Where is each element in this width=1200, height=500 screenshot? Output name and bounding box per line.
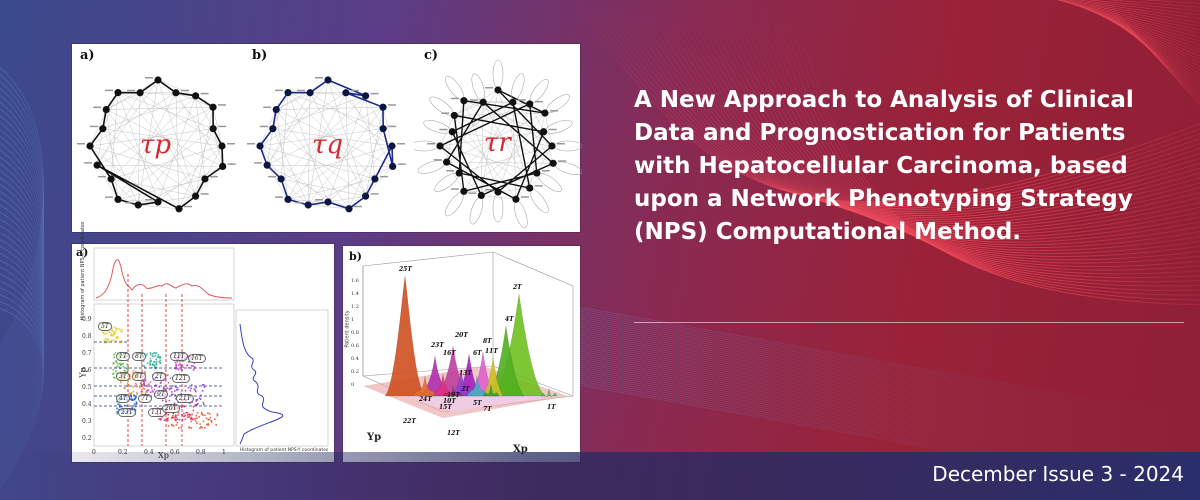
cluster-label: 6T	[132, 372, 146, 381]
peak-label: 4T	[505, 316, 514, 323]
y-axis-label: Yp	[78, 367, 88, 378]
network-graph-a	[77, 76, 236, 213]
z-tick-label: 0.2	[351, 369, 359, 375]
cluster-label: 12T	[172, 374, 190, 383]
peak-label: 11T	[485, 348, 498, 355]
cluster-label: 20T	[162, 404, 180, 413]
z-tick-label: 0	[351, 382, 354, 388]
tau-p-label: τp	[140, 130, 172, 160]
panel-label-c: c)	[424, 48, 439, 63]
banner-title: A New Approach to Analysis of Clinical D…	[634, 87, 1134, 245]
panel-label-a: a)	[80, 48, 95, 63]
density-peak	[442, 385, 464, 397]
cluster-label: 7T	[138, 394, 152, 403]
peak-label: 5T	[473, 400, 482, 407]
tau-r-label: τr	[484, 128, 511, 158]
cluster-label: 2T	[152, 372, 166, 381]
issue-bar	[0, 452, 1200, 500]
peak-label: 13T	[459, 370, 472, 377]
peak-label: 25T	[399, 266, 412, 273]
density-peak	[482, 357, 504, 397]
cluster-label: 4T	[116, 394, 130, 403]
density-panel-label: b)	[349, 250, 362, 263]
peak-label: 7T	[483, 406, 492, 413]
peak-label: 19T	[447, 392, 460, 399]
y-tick-label: 0.2	[82, 435, 92, 442]
peak-label: 10T	[443, 398, 456, 405]
y-tick-label: 0.3	[82, 418, 92, 425]
peak-label: 8T	[483, 338, 492, 345]
cluster-label: 3T	[116, 372, 130, 381]
y-tick-label: 0.4	[82, 401, 92, 408]
tau-q-label: τq	[312, 130, 344, 160]
scatter-plot: 00.20.40.60.81 0.20.30.40.50.60.70.80.9	[82, 247, 329, 456]
z-tick-label: 0.6	[351, 343, 359, 349]
density-peak	[482, 383, 500, 397]
issue-label: December Issue 3 - 2024	[932, 462, 1184, 486]
peak-label: 16T	[443, 350, 456, 357]
title-divider	[634, 322, 1184, 323]
peak-label: 2T	[513, 284, 522, 291]
density-plot: 1.6 1.4 1.2 1 0.8 0.6 0.4 0.2 0	[351, 251, 574, 418]
cluster-label: 11T	[170, 352, 188, 361]
cluster-label: 5T	[98, 322, 112, 331]
y-tick-label: 0.7	[82, 350, 92, 357]
z-axis-label: Patient density	[344, 310, 351, 348]
z-tick-label: 0.4	[351, 356, 359, 362]
y-tick-label: 0.8	[82, 333, 92, 340]
density-peak	[412, 375, 438, 397]
peak-label: 24T	[419, 396, 432, 403]
density-peak	[384, 275, 426, 397]
peak-label: 20T	[455, 332, 468, 339]
z-tick-label: 0.8	[351, 330, 359, 336]
y-tick-label: 0.5	[82, 384, 92, 391]
density-y-axis-label: Yp	[367, 432, 382, 443]
density-peak	[466, 375, 488, 397]
cluster-label: 21T	[176, 394, 194, 403]
top-histogram-label: Histogram of patient NPS-X coordinates	[80, 221, 86, 321]
density-peak	[450, 369, 472, 397]
scatter-histogram-figure: a)	[72, 221, 334, 462]
y-tick-label: 0.6	[82, 367, 92, 374]
peak-label: 3T	[461, 386, 470, 393]
cluster-label: 23T	[118, 408, 136, 417]
network-figure: a) b) c) τp τq τr	[72, 44, 582, 232]
cluster-label: 8T	[132, 352, 146, 361]
side-histogram-label: Histogram of patient NPS-Y coordinates	[239, 448, 329, 453]
z-tick-label: 1.4	[351, 291, 359, 297]
panel-label-b: b)	[252, 48, 268, 63]
peak-label: 23T	[431, 342, 444, 349]
z-tick-label: 1	[351, 317, 354, 323]
density-x-axis-label: Xp	[513, 444, 528, 455]
cluster-label: 16T	[188, 354, 206, 363]
peak-label: 22T	[403, 418, 416, 425]
cluster-label: 9T	[154, 390, 168, 399]
y-tick-label: 0.9	[82, 316, 92, 323]
peak-label: 15T	[439, 404, 452, 411]
peak-label: 6T	[473, 350, 482, 357]
z-tick-label: 1.6	[351, 278, 359, 284]
cluster-label: 1T	[116, 352, 130, 361]
peak-label: 12T	[447, 430, 460, 437]
density-3d-figure: b) 1.6 1.4 1.2 1 0.8 0.6 0.4 0.2 0 Patient densi…	[343, 246, 580, 462]
network-graph-b	[247, 76, 406, 213]
peak-label: 1T	[547, 404, 556, 411]
y-histogram-curve	[239, 323, 284, 445]
scatter-panel-label: a)	[76, 246, 89, 259]
z-tick-label: 1.2	[351, 304, 359, 310]
density-peak	[432, 373, 454, 397]
network-graph-c	[414, 60, 582, 229]
x-histogram-curve	[95, 259, 233, 299]
density-peak	[540, 387, 558, 397]
